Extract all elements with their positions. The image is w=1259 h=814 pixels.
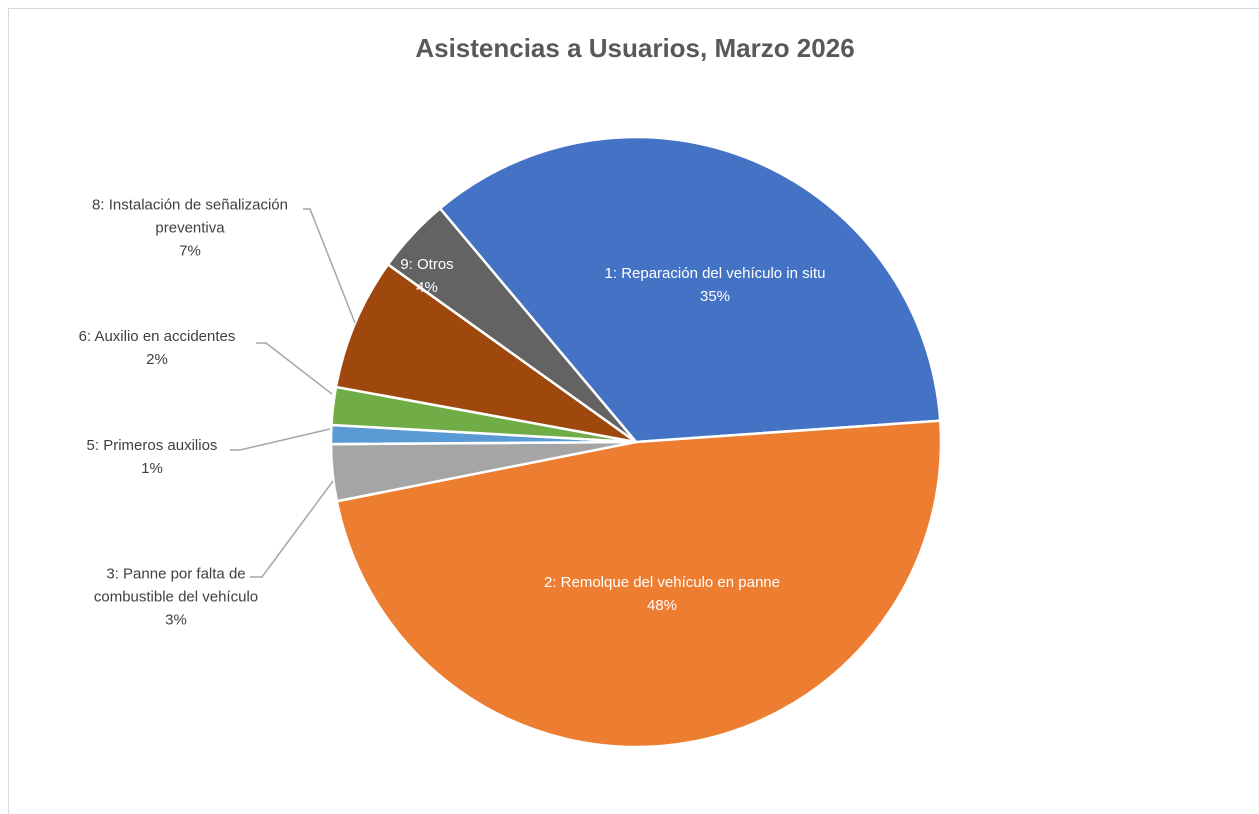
category-label: 9: Otros: [400, 256, 454, 273]
data-label: 9: Otros 4%: [377, 253, 477, 299]
category-label: 2: Remolque del vehículo en panne: [543, 574, 780, 591]
leader-line: [250, 480, 334, 578]
pie: [329, 135, 943, 749]
percent-label: 2%: [146, 351, 168, 368]
pie-slice: [386, 206, 637, 444]
percent-label: 4%: [416, 279, 438, 296]
category-label: 3: Panne por falta de combustible del ve…: [93, 565, 259, 606]
percent-label: 3%: [165, 611, 187, 629]
data-label: 6: Auxilio en accidentes 2%: [47, 325, 267, 371]
category-label: 5: Primeros auxilios: [86, 437, 218, 454]
category-label: 8: Instalación de señalización preventiv…: [92, 196, 288, 237]
pie-slice: [438, 135, 942, 444]
data-label: 2: Remolque del vehículo en panne 48%: [537, 571, 787, 617]
category-label: 1: Reparación del vehículo in situ: [604, 265, 826, 282]
leader-line: [230, 428, 331, 451]
data-label: 3: Panne por falta de combustible del ve…: [76, 563, 276, 632]
pie-slice: [335, 419, 943, 749]
data-label: 5: Primeros auxilios 1%: [52, 434, 252, 480]
percent-label: 1%: [141, 460, 163, 477]
percent-label: 35%: [699, 288, 731, 305]
percent-label: 7%: [179, 242, 201, 260]
percent-label: 48%: [646, 597, 678, 614]
leader-line: [303, 208, 356, 324]
data-label: 1: Reparación del vehículo in situ 35%: [590, 262, 840, 308]
chart-title: Asistencias a Usuarios, Marzo 2026: [415, 33, 854, 63]
leader-lines: [230, 208, 356, 578]
data-label: 8: Instalación de señalización preventiv…: [60, 194, 320, 263]
category-label: 6: Auxilio en accidentes: [78, 328, 236, 345]
leader-line: [256, 342, 333, 395]
